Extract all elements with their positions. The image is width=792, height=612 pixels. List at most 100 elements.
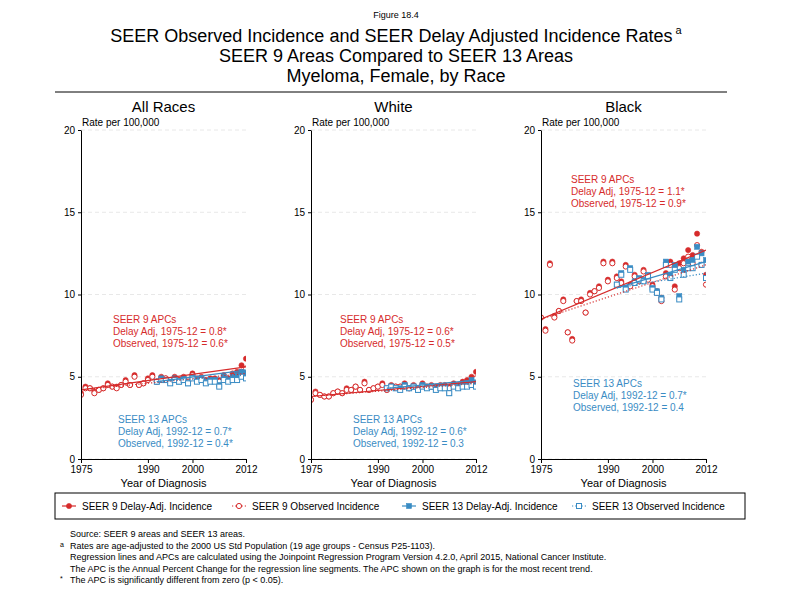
point xyxy=(132,374,137,379)
y-tick-label: 20 xyxy=(64,125,76,136)
y-tick-label: 10 xyxy=(524,289,536,300)
annotation-line: SEER 13 APCs xyxy=(118,414,187,425)
y-tick-label: 5 xyxy=(299,371,305,382)
y-tick-mark xyxy=(308,130,311,131)
x-tick: 2000 xyxy=(182,459,205,475)
point xyxy=(583,310,588,315)
y-axis-line xyxy=(81,131,82,460)
y-tick-label: 15 xyxy=(294,207,306,218)
notes: Source: SEER 9 areas and SEER 13 areas.a… xyxy=(60,529,606,585)
annotation: SEER 9 APCsDelay Adj, 1975-12 = 0.8*Obse… xyxy=(113,314,228,349)
point xyxy=(654,290,659,295)
point xyxy=(628,267,633,272)
x-tick-mark xyxy=(422,459,423,463)
annotation-line: SEER 9 APCs xyxy=(340,314,403,325)
y-tick: 10 xyxy=(294,289,311,300)
y-axis-line xyxy=(541,131,542,460)
point xyxy=(596,285,601,290)
legend-marker xyxy=(236,503,241,508)
x-tick-label: 1975 xyxy=(530,464,553,475)
y-tick-mark xyxy=(538,212,541,213)
annotation: SEER 13 APCsDelay Adj, 1992-12 = 0.7*Obs… xyxy=(118,414,233,449)
point xyxy=(212,379,217,384)
x-tick-label: 2012 xyxy=(695,464,718,475)
legend-entry: SEER 9 Observed Incidence xyxy=(232,501,380,512)
y-tick-mark xyxy=(538,377,541,378)
annotation-line: SEER 13 APCs xyxy=(573,378,642,389)
plot-area xyxy=(311,369,476,402)
x-tick-mark xyxy=(148,459,149,463)
note-mark: a xyxy=(60,541,64,548)
annotation: SEER 9 APCsDelay Adj, 1975-12 = 0.6*Obse… xyxy=(340,314,455,349)
trend-line xyxy=(541,250,706,319)
y-axis-line xyxy=(311,131,312,460)
annotation-line: Observed, 1992-12 = 0.4 xyxy=(573,402,684,413)
annotation-line: Delay Adj, 1992-12 = 0.7* xyxy=(573,390,687,401)
y-tick-label: 0 xyxy=(69,454,75,465)
header-rule xyxy=(55,92,727,93)
plot-area xyxy=(541,231,706,343)
panel: 197519902000201205101520BlackRate per 10… xyxy=(524,98,718,489)
y-axis: 05101520 xyxy=(64,125,82,465)
y-tick-label: 15 xyxy=(524,207,536,218)
x-tick-mark xyxy=(608,459,609,463)
series-points xyxy=(81,356,246,396)
point xyxy=(543,328,548,333)
point xyxy=(447,391,452,396)
figure-label: Figure 18.4 xyxy=(373,10,419,20)
point xyxy=(686,247,691,252)
grid-line xyxy=(81,212,246,213)
y-tick: 5 xyxy=(69,371,81,382)
grid xyxy=(311,130,476,459)
y-tick: 20 xyxy=(64,125,81,136)
grid-line xyxy=(311,459,476,460)
legend-box xyxy=(55,493,745,519)
annotation-line: Delay Adj, 1992-12 = 0.7* xyxy=(118,426,232,437)
series-points xyxy=(614,254,706,302)
point xyxy=(672,287,677,292)
x-tick: 1990 xyxy=(367,459,390,475)
y-tick: 0 xyxy=(299,454,311,465)
y-tick-label: 5 xyxy=(529,371,535,382)
x-tick-mark xyxy=(246,459,247,463)
y-tick: 15 xyxy=(524,207,541,218)
x-tick-label: 1975 xyxy=(70,464,93,475)
annotation: SEER 13 APCsDelay Adj, 1992-12 = 0.6*Obs… xyxy=(353,414,467,449)
note: Regression lines and APCs are calculated… xyxy=(70,552,606,562)
legend-marker xyxy=(407,504,412,509)
point xyxy=(659,297,664,302)
x-axis-title: Year of Diagnosis xyxy=(351,477,437,489)
series-points xyxy=(311,376,476,403)
point xyxy=(442,386,447,391)
point xyxy=(605,279,610,284)
point xyxy=(473,369,476,374)
point xyxy=(186,381,191,386)
annotation-line: Delay Adj, 1975-12 = 0.6* xyxy=(340,326,454,337)
panel: 197519902000201205101520WhiteRate per 10… xyxy=(294,98,488,489)
x-tick-label: 2000 xyxy=(412,464,435,475)
y-tick-label: 15 xyxy=(64,207,76,218)
trend-line xyxy=(541,265,706,319)
grid-line xyxy=(81,130,246,131)
point xyxy=(704,276,707,281)
y-tick-label: 20 xyxy=(524,125,536,136)
x-tick-label: 1990 xyxy=(137,464,160,475)
y-tick-label: 20 xyxy=(294,125,306,136)
x-axis-line xyxy=(82,459,247,460)
chart-container: Figure 18.4SEER Observed Incidence and S… xyxy=(0,0,792,612)
y-axis-title: Rate per 100,000 xyxy=(312,117,390,128)
point xyxy=(150,374,155,379)
point xyxy=(474,384,477,389)
point xyxy=(694,231,699,236)
grid-line xyxy=(311,212,476,213)
point xyxy=(243,356,246,361)
x-axis-line xyxy=(542,459,707,460)
y-tick: 15 xyxy=(64,207,81,218)
annotation: SEER 13 APCsDelay Adj, 1992-12 = 0.7*Obs… xyxy=(573,378,687,413)
legend: SEER 9 Delay-Adj. IncidenceSEER 9 Observ… xyxy=(55,493,745,519)
note: The APC is the Annual Percent Change for… xyxy=(70,564,593,574)
y-tick: 20 xyxy=(294,125,311,136)
annotation-line: Observed, 1975-12 = 0.5* xyxy=(340,338,455,349)
y-tick: 20 xyxy=(524,125,541,136)
title-text: Myeloma, Female, by Race xyxy=(286,66,505,86)
